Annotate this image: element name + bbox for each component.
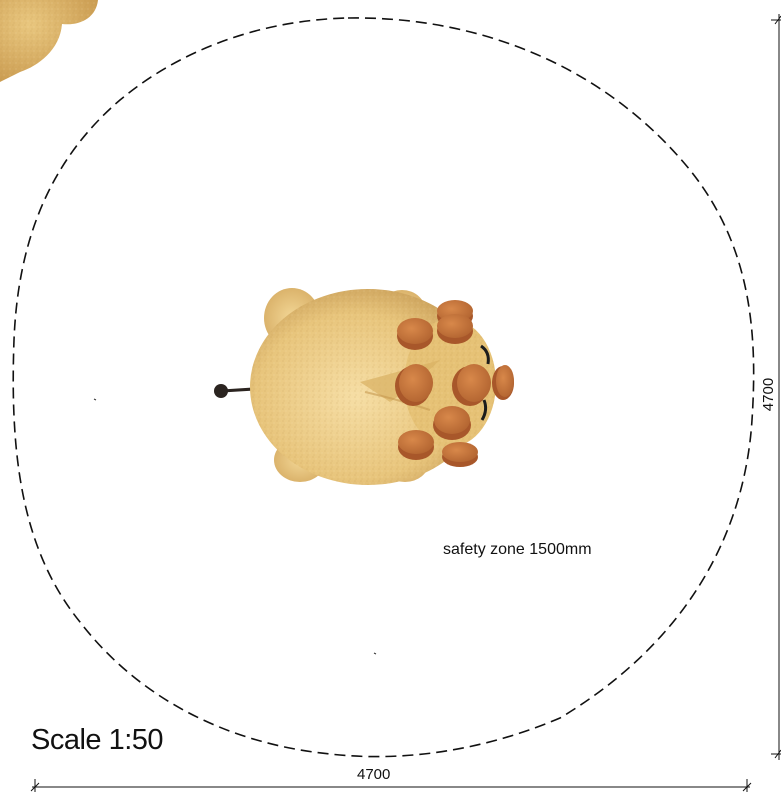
dimension-line-height — [771, 14, 781, 760]
safety-zone-label: safety zone 1500mm — [443, 541, 592, 558]
dimension-line-width — [30, 779, 752, 792]
sculpture-eye — [480, 344, 490, 365]
stray-mark — [93, 398, 97, 401]
width-dimension-label: 4700 — [357, 766, 391, 783]
sculpture-peg — [492, 365, 514, 400]
sculpture-peg — [397, 318, 433, 350]
play-sculpture — [214, 288, 514, 485]
safety-zone-outline — [12, 17, 755, 758]
sculpture-peg — [433, 406, 471, 440]
scale-label: Scale 1:50 — [31, 724, 164, 756]
height-dimension-label: 4700 — [760, 377, 778, 412]
sculpture-peg — [437, 314, 473, 344]
neighbouring-object — [0, 0, 98, 82]
sculpture-eye — [480, 399, 488, 421]
sculpture-peg — [395, 364, 433, 406]
sculpture-peg — [442, 442, 478, 467]
sculpture-peg — [398, 430, 434, 460]
sculpture-tail-tip — [214, 384, 228, 398]
sculpture-peg — [452, 364, 491, 406]
stray-mark — [373, 652, 377, 655]
